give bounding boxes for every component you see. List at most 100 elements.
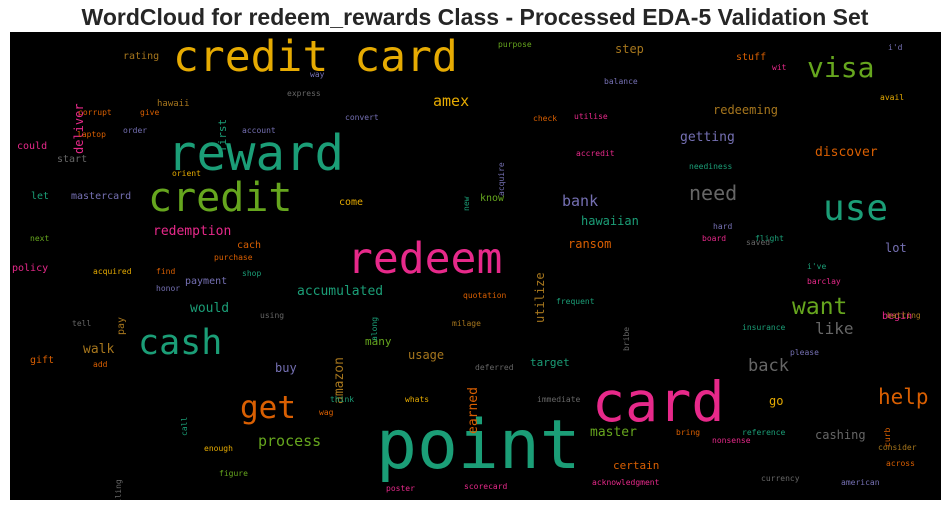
word-getting: getting [680, 130, 735, 145]
word-neediness: neediness [689, 162, 733, 171]
word-using: using [260, 311, 285, 320]
word-let: let [31, 191, 50, 202]
word-utilise: utilise [574, 112, 608, 121]
word-convert: convert [345, 113, 379, 122]
word-shop: shop [242, 269, 262, 278]
word-nonsense: nonsense [712, 436, 751, 445]
word-i-ve: i've [807, 262, 827, 271]
word-corrupt: corrupt [78, 108, 112, 117]
word-utilize: utilize [533, 272, 547, 323]
word-credit-card: credit card [173, 32, 458, 82]
word-cashing: cashing [815, 428, 866, 442]
word-target: target [530, 356, 570, 369]
word-currency: currency [761, 474, 800, 483]
word-way: way [310, 70, 325, 79]
word-think: think [330, 395, 355, 404]
word-policy: policy [12, 263, 49, 274]
word-express: express [287, 89, 321, 98]
word-immediate: immediate [537, 395, 581, 404]
word-like: like [815, 319, 854, 338]
word-help: help [878, 385, 929, 409]
word-balance: balance [604, 77, 638, 86]
word-american: american [841, 478, 880, 487]
word-earned: earned [466, 387, 481, 434]
word-account: account [242, 126, 276, 135]
word-reward: reward [167, 125, 345, 182]
word-flight: flight [755, 234, 784, 243]
word-next: next [30, 234, 50, 243]
word-walk: walk [83, 342, 115, 357]
word-along: along [370, 316, 379, 341]
word-i-d: i'd [888, 43, 903, 52]
word-bribe: bribe [622, 326, 631, 351]
word-master: master [590, 425, 637, 440]
word-begin: begin [882, 311, 913, 322]
word-need: need [689, 181, 738, 205]
word-point: point [376, 406, 581, 485]
word-start: start [57, 154, 88, 165]
word-consider: consider [878, 443, 917, 452]
word-tell: tell [72, 319, 92, 328]
word-gift: gift [30, 355, 55, 366]
word-poster: poster [386, 484, 415, 493]
word-first: first [216, 118, 229, 152]
word-would: would [190, 301, 230, 316]
word-add: add [93, 360, 108, 369]
word-get: get [240, 390, 296, 426]
word-hard: hard [713, 222, 733, 231]
word-bring: bring [676, 428, 701, 437]
word-amex: amex [433, 92, 470, 110]
word-stuff: stuff [736, 52, 767, 63]
word-deferred: deferred [475, 363, 514, 372]
word-barclay: barclay [807, 277, 841, 286]
word-buy: buy [275, 361, 297, 375]
word-accredit: accredit [576, 149, 615, 158]
word-card: card [592, 370, 725, 434]
word-give: give [140, 108, 160, 117]
word-reference: reference [742, 428, 786, 437]
word-batting: batting [887, 311, 921, 320]
word-please: please [790, 348, 819, 357]
word-whats: whats [405, 395, 430, 404]
word-hawaiian: hawaiian [581, 214, 639, 228]
word-frequent: frequent [556, 297, 595, 306]
word-call: call [180, 416, 189, 436]
word-milage: milage [452, 319, 481, 328]
word-many: many [365, 335, 392, 348]
word-redeem: redeem [347, 234, 503, 284]
word-pay: pay [116, 316, 127, 335]
word-bank: bank [562, 192, 599, 210]
word-ransom: ransom [568, 237, 612, 251]
word-quotation: quotation [463, 291, 507, 300]
word-come: come [339, 197, 364, 208]
word-avail: avail [880, 93, 905, 102]
word-acquire: acquire [497, 162, 506, 196]
word-wit: wit [772, 63, 787, 72]
word-acknowledgment: acknowledgment [592, 478, 660, 487]
word-rating: rating [123, 51, 160, 62]
word-acquired: acquired [93, 267, 132, 276]
word-honor: honor [156, 284, 181, 293]
word-payment: payment [185, 276, 228, 287]
word-credit: credit [148, 175, 293, 221]
word-cach: cach [237, 240, 262, 251]
word-enough: enough [204, 444, 233, 453]
word-lot: lot [885, 241, 907, 255]
word-scorecard: scorecard [464, 482, 508, 491]
word-orient: orient [172, 169, 201, 178]
word-discover: discover [815, 145, 878, 160]
word-board: board [702, 234, 727, 243]
word-process: process [258, 432, 322, 450]
word-order: order [123, 126, 148, 135]
word-wag: wag [319, 408, 334, 417]
word-insurance: insurance [742, 323, 786, 332]
word-usage: usage [408, 348, 445, 362]
word-laptop: laptop [77, 130, 106, 139]
word-saved: saved [746, 238, 771, 247]
word-redeeming: redeeming [713, 103, 779, 117]
wordcloud-canvas: credit card reward credit redeem point card ca… [10, 32, 941, 500]
word-use: use [823, 188, 889, 229]
word-cash: cash [138, 323, 223, 363]
word-figure: figure [219, 469, 248, 478]
word-new: new [462, 196, 471, 211]
